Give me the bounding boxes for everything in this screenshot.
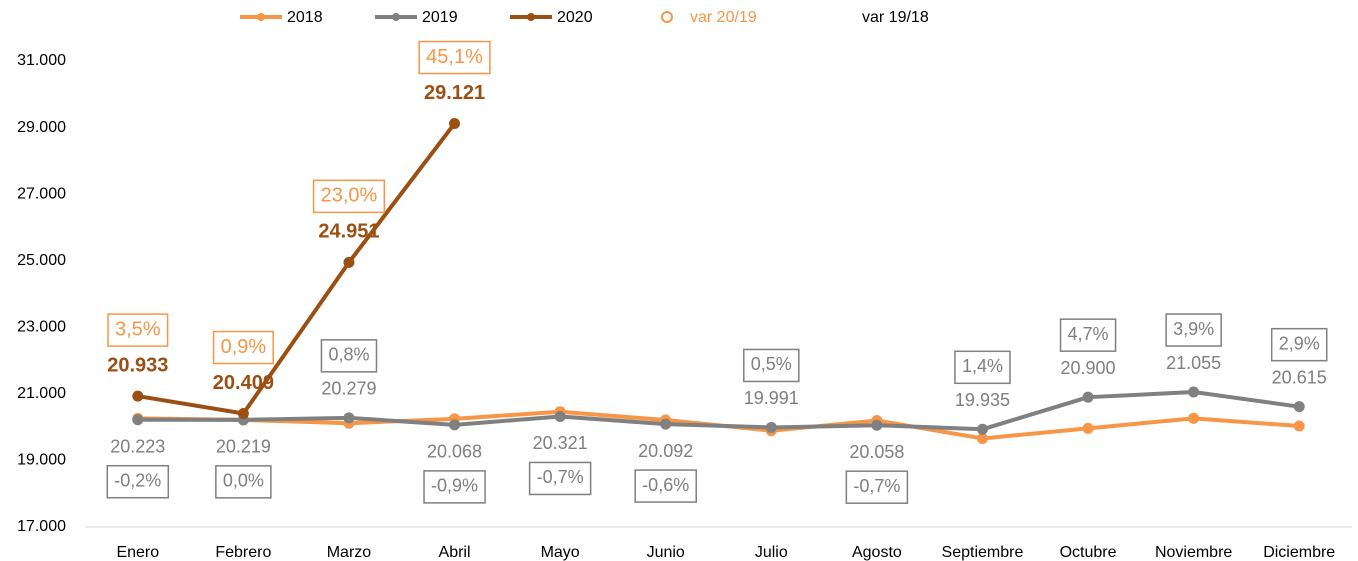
point bbox=[1188, 386, 1200, 398]
data-label: 20.219 bbox=[216, 437, 271, 457]
legend-label: 2018 bbox=[287, 9, 323, 26]
variation-box bbox=[215, 465, 272, 499]
point bbox=[871, 419, 883, 431]
series-line bbox=[137, 390, 1300, 432]
point bbox=[660, 418, 672, 430]
data-label: 21.055 bbox=[1166, 353, 1221, 373]
data-label: 24.951 bbox=[318, 221, 379, 243]
series-line bbox=[137, 122, 457, 416]
variation-box bbox=[743, 348, 800, 383]
variation-label: 45,1% bbox=[426, 46, 483, 68]
x-tick-label: Abril bbox=[439, 544, 471, 561]
x-tick-label: Julio bbox=[755, 544, 788, 561]
data-label: 20.223 bbox=[110, 436, 165, 456]
variation-box bbox=[528, 461, 592, 496]
variation-label: 4,7% bbox=[1068, 324, 1109, 344]
variation-box bbox=[845, 470, 909, 504]
variation-box bbox=[312, 179, 386, 214]
variation-box bbox=[954, 350, 1011, 385]
x-tick-label: Marzo bbox=[327, 544, 372, 561]
y-tick-label: 17.000 bbox=[17, 518, 66, 535]
data-label: 20.068 bbox=[427, 442, 482, 462]
point bbox=[449, 419, 461, 431]
variation-label: 2,9% bbox=[1279, 333, 1320, 353]
point bbox=[132, 414, 144, 426]
variation-label: -0,2% bbox=[114, 470, 161, 490]
variation-label: 0,9% bbox=[221, 336, 267, 358]
variation-box bbox=[423, 470, 486, 504]
data-label: 20.321 bbox=[533, 433, 588, 453]
variation-label: 0,8% bbox=[328, 345, 369, 365]
point bbox=[1293, 420, 1305, 432]
point bbox=[343, 412, 355, 424]
variation-box bbox=[418, 40, 491, 75]
x-tick-label: Febrero bbox=[215, 544, 271, 561]
variation-label: -0,9% bbox=[431, 476, 478, 496]
legend-marker bbox=[527, 13, 535, 21]
x-tick-label: Octubre bbox=[1060, 544, 1117, 561]
data-label: 20.933 bbox=[107, 354, 168, 376]
x-tick-label: Septiembre bbox=[942, 544, 1024, 561]
point bbox=[132, 390, 144, 402]
variation-label: 0,5% bbox=[751, 354, 792, 374]
point bbox=[1188, 412, 1200, 424]
x-tick-label: Enero bbox=[116, 544, 159, 561]
variation-box bbox=[1165, 313, 1222, 347]
point bbox=[1293, 401, 1305, 413]
variation-box bbox=[1059, 318, 1117, 352]
data-label: 19.991 bbox=[744, 388, 799, 408]
x-tick-label: Agosto bbox=[852, 544, 902, 561]
x-tick-label: Noviembre bbox=[1155, 544, 1232, 561]
x-tick-label: Junio bbox=[647, 544, 685, 561]
variation-label: -0,6% bbox=[642, 475, 689, 495]
variation-box bbox=[320, 339, 378, 373]
legend-label: 2019 bbox=[422, 9, 458, 26]
data-label: 20.615 bbox=[1272, 367, 1327, 387]
data-label: 20.058 bbox=[849, 442, 904, 462]
point bbox=[1082, 422, 1094, 434]
point bbox=[554, 410, 566, 422]
point bbox=[976, 423, 988, 435]
variation-label: 3,9% bbox=[1173, 319, 1214, 339]
point bbox=[449, 118, 461, 130]
data-label: 19.935 bbox=[955, 390, 1010, 410]
variation-label: 1,4% bbox=[962, 356, 1003, 376]
legend-label: var 19/18 bbox=[862, 9, 929, 26]
legend-label: 2020 bbox=[557, 9, 593, 26]
variation-label: -0,7% bbox=[537, 467, 584, 487]
y-tick-label: 23.000 bbox=[17, 319, 66, 336]
variation-box bbox=[107, 313, 169, 347]
data-label: 20.279 bbox=[321, 379, 376, 399]
variation-label: -0,7% bbox=[853, 476, 900, 496]
y-tick-label: 29.000 bbox=[17, 119, 66, 136]
variation-box bbox=[106, 464, 170, 499]
y-tick-label: 19.000 bbox=[17, 452, 66, 469]
legend-marker bbox=[661, 11, 673, 23]
data-label: 20.092 bbox=[638, 441, 693, 461]
point bbox=[765, 421, 777, 433]
legend-marker bbox=[257, 13, 265, 21]
variation-label: 3,5% bbox=[115, 318, 161, 340]
y-tick-label: 21.000 bbox=[17, 385, 66, 402]
x-tick-label: Mayo bbox=[541, 544, 580, 561]
point bbox=[976, 432, 988, 444]
data-label: 20.409 bbox=[213, 372, 274, 394]
y-tick-label: 31.000 bbox=[17, 52, 66, 69]
x-tick-label: Diciembre bbox=[1263, 544, 1335, 561]
data-label: 20.900 bbox=[1061, 358, 1116, 378]
point bbox=[237, 408, 249, 420]
point bbox=[343, 256, 355, 268]
variation-box bbox=[634, 469, 697, 503]
variation-label: 0,0% bbox=[223, 471, 264, 491]
y-tick-label: 25.000 bbox=[17, 252, 66, 269]
variation-box bbox=[212, 330, 274, 365]
data-label: 29.121 bbox=[424, 82, 485, 104]
variation-box bbox=[1270, 327, 1328, 362]
variation-label: 23,0% bbox=[321, 185, 378, 207]
legend-marker bbox=[392, 13, 400, 21]
legend-label: var 20/19 bbox=[690, 9, 757, 26]
y-tick-label: 27.000 bbox=[17, 185, 66, 202]
point bbox=[1082, 391, 1094, 403]
